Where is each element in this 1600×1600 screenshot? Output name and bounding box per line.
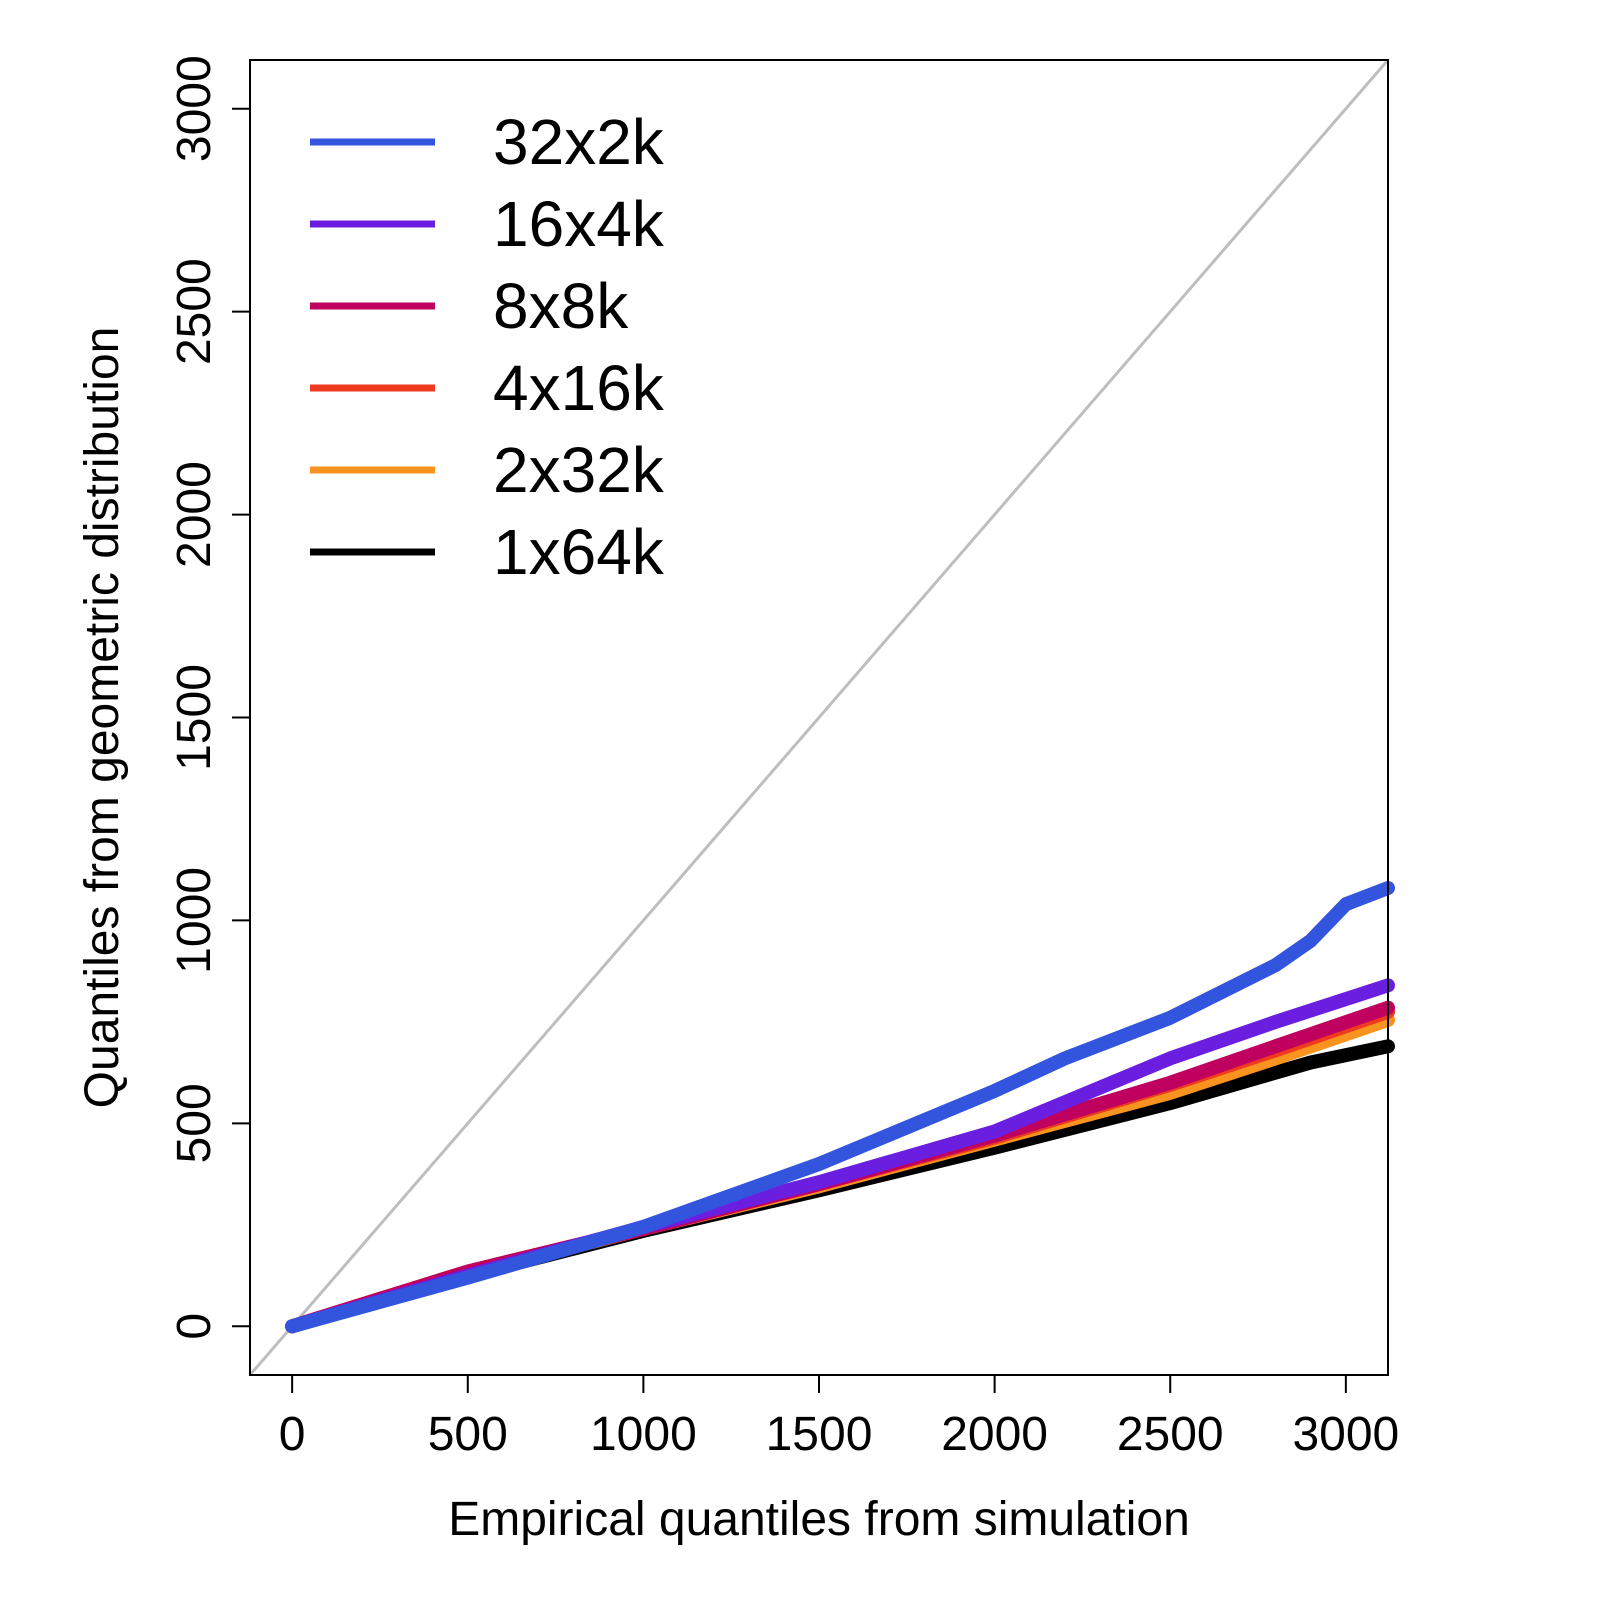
- y-tick-label: 1000: [168, 867, 221, 974]
- legend-label-4x16k: 4x16k: [493, 352, 665, 424]
- x-tick-label: 2500: [1117, 1408, 1224, 1461]
- identity-reference-line: [248, 59, 1390, 1376]
- legend-label-16x4k: 16x4k: [493, 188, 665, 260]
- series-line-32x2k: [285, 881, 1395, 1334]
- x-tick-label: 3000: [1292, 1408, 1399, 1461]
- x-tick-label: 0: [279, 1408, 306, 1461]
- legend-label-1x64k: 1x64k: [493, 516, 665, 588]
- y-axis: 0 500 1000 1500 2000 2500 3000: [168, 55, 251, 1340]
- series-layer: [285, 881, 1395, 1334]
- y-axis-label: Quantiles from geometric distribution: [76, 327, 129, 1109]
- x-axis: 0 500 1000 1500 2000 2500 3000: [279, 1374, 1399, 1461]
- legend-label-32x2k: 32x2k: [493, 106, 665, 178]
- legend-label-8x8k: 8x8k: [493, 270, 629, 342]
- y-tick-label: 2500: [168, 258, 221, 365]
- y-tick-label: 500: [168, 1083, 221, 1163]
- x-tick-label: 1000: [590, 1408, 697, 1461]
- y-tick-label: 1500: [168, 664, 221, 771]
- x-tick-label: 2000: [941, 1408, 1048, 1461]
- x-tick-label: 1500: [766, 1408, 873, 1461]
- y-tick-label: 0: [168, 1313, 221, 1340]
- y-tick-label: 2000: [168, 461, 221, 568]
- legend: 32x2k 16x4k 8x8k 4x16k 2x32k 1x64k: [310, 106, 665, 588]
- reference-line-layer: [248, 59, 1390, 1376]
- y-tick-label: 3000: [168, 55, 221, 162]
- x-tick-label: 500: [428, 1408, 508, 1461]
- x-axis-label: Empirical quantiles from simulation: [448, 1493, 1190, 1546]
- legend-label-2x32k: 2x32k: [493, 434, 665, 506]
